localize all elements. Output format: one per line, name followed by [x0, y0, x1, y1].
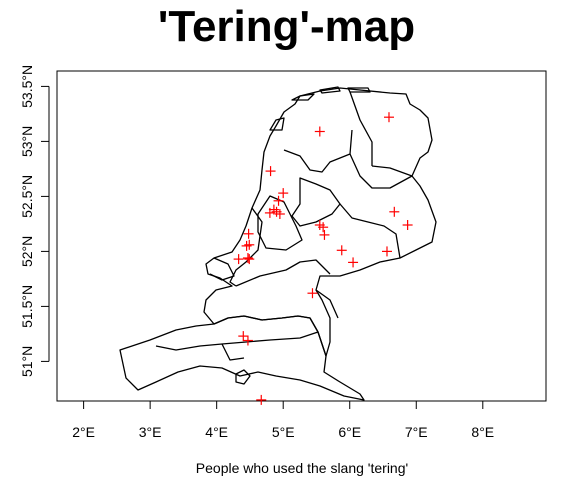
border-gelderland	[339, 203, 401, 259]
border-north-brabant	[235, 259, 331, 287]
data-point-marker	[319, 229, 330, 240]
data-point-marker	[242, 335, 253, 346]
y-tick-label: 51.5°N	[19, 285, 35, 328]
data-point-marker	[278, 188, 289, 199]
data-point-marker	[383, 112, 394, 123]
border-zeeland	[209, 257, 235, 281]
plot-frame	[56, 70, 547, 402]
wadden-island-2	[291, 93, 315, 101]
x-tick-label: 4°E	[205, 424, 228, 440]
province-borders	[119, 86, 437, 401]
data-point-marker	[402, 220, 413, 230]
wadden-island-4	[347, 87, 371, 93]
border-belgium-flanders	[155, 331, 319, 351]
border-north-holland	[283, 129, 353, 173]
map-title: 'Tering'-map	[157, 2, 416, 51]
data-point-marker	[307, 288, 318, 299]
x-tick-label: 7°E	[405, 424, 428, 440]
data-point-marker	[273, 195, 284, 206]
data-point-marker	[238, 331, 249, 342]
data-point-marker	[318, 222, 329, 233]
border-drenthe	[371, 165, 413, 177]
y-tick-label: 53°N	[19, 126, 35, 157]
data-point-marker	[314, 126, 325, 137]
data-point-marker	[244, 254, 255, 265]
border-friesland-groningen	[349, 91, 373, 166]
map-canvas: 2°E 3°E 4°E 5°E 6°E 7°E 8°E 51°N 51.5°N 52°N 52.5°…	[19, 65, 547, 440]
data-point-marker	[256, 394, 267, 405]
x-tick-label: 5°E	[272, 424, 295, 440]
border-utrecht	[257, 195, 303, 251]
data-point-marker	[274, 209, 285, 219]
data-point-marker	[389, 206, 400, 217]
data-point-marker	[348, 257, 359, 268]
belgium-outline	[119, 315, 365, 401]
y-tick-label: 52.5°N	[19, 175, 35, 218]
border-south-holland	[229, 207, 263, 287]
border-limburg-nl	[315, 289, 339, 319]
data-point-marker	[264, 207, 275, 218]
x-tick-label: 6°E	[338, 424, 361, 440]
wadden-island-1	[269, 117, 285, 131]
brussels-enclave	[235, 369, 251, 385]
y-tick-label: 53.5°N	[19, 65, 35, 108]
data-point-marker	[241, 240, 252, 251]
x-tick-label: 3°E	[139, 424, 162, 440]
x-axis-label: People who used the slang 'tering'	[195, 460, 409, 476]
data-point-marker	[265, 166, 276, 177]
wadden-island-3	[319, 86, 341, 94]
data-point-marker	[242, 253, 253, 263]
y-tick-label: 51°N	[19, 346, 35, 377]
netherlands-outline	[203, 87, 437, 357]
y-tick-label: 52°N	[19, 236, 35, 267]
border-belgium-brabant	[221, 343, 245, 361]
border-flevoland	[291, 177, 341, 227]
data-point-marker	[244, 239, 255, 250]
data-point-marker	[381, 246, 392, 257]
data-point-marker	[243, 228, 254, 239]
axes: 2°E 3°E 4°E 5°E 6°E 7°E 8°E 51°N 51.5°N 52°N 52.5°…	[19, 65, 547, 440]
data-point-marker	[336, 245, 347, 256]
marker-layer	[233, 112, 413, 405]
data-point-marker	[233, 254, 244, 265]
x-tick-label: 8°E	[471, 424, 494, 440]
border-overijssel	[349, 153, 413, 189]
x-tick-label: 2°E	[72, 424, 95, 440]
